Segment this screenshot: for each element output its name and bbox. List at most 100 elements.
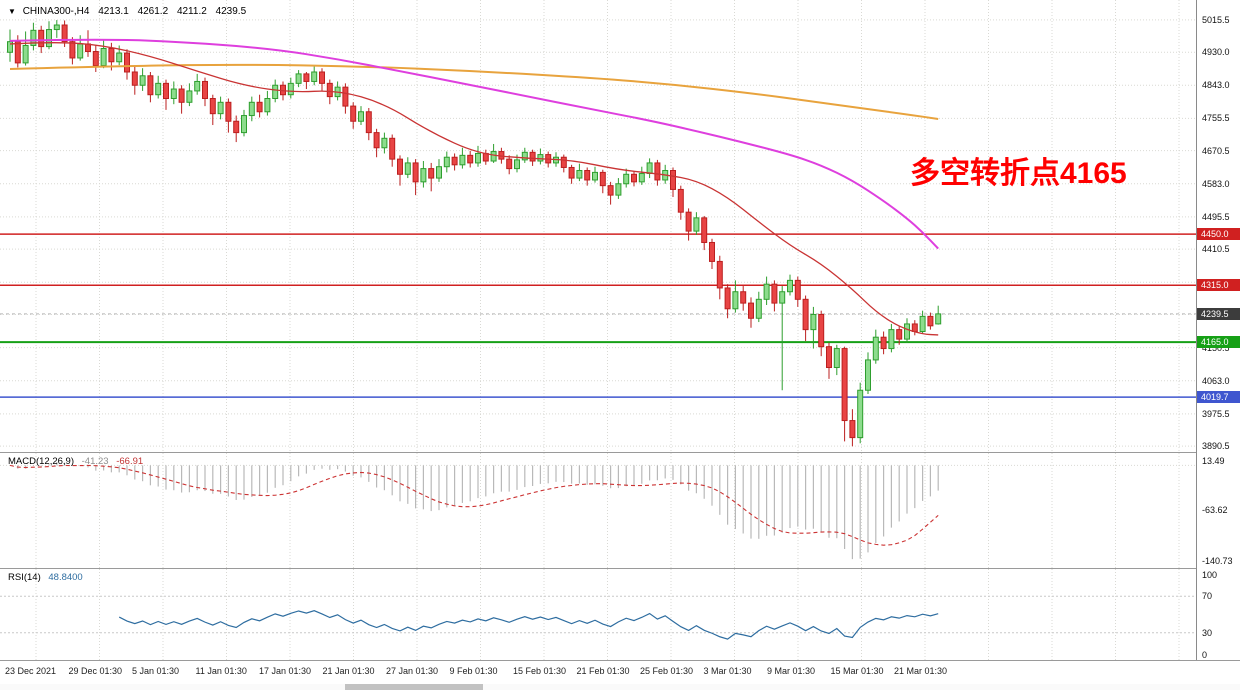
annotation-text[interactable]: 多空转折点4165 [910,157,1127,190]
candle-body [38,29,45,48]
candle-body [170,88,177,100]
candle-body [233,120,240,134]
candle-body [638,173,645,183]
symbol-period-label: CHINA300-,H4 [22,6,90,17]
candle-body [22,44,29,64]
candle-body [631,173,637,183]
candle-body [350,105,357,122]
x-axis-label: 21 Jan 01:30 [322,666,375,676]
candle-body [342,86,349,107]
candle-body [194,80,201,92]
price-axis[interactable]: 5015.5 4930.0 4843.0 4755.5 4670.5 4583.0 4495… [1196,0,1240,660]
candle-body [732,291,739,310]
x-axis-label: 25 Feb 01:30 [640,666,694,676]
macd-panel[interactable] [0,453,1196,568]
h-scrollbar-thumb[interactable] [345,684,483,690]
candle-body [841,348,848,422]
macd-label-row: MACD(12,26,9) -41.23 -66.91 [8,456,148,467]
price-label-4315.0: 4315.0 [1197,279,1240,292]
candle-body [14,41,21,64]
rsi-panel[interactable] [0,569,1196,660]
candle-body [888,329,895,350]
macd-scale-tick: 13.49 [1202,456,1225,466]
h-scrollbar-track[interactable] [0,684,1240,690]
candle-body [826,346,832,369]
time-axis[interactable]: 23 Dec 2021 29 Dec 01:30 5 Jan 01:30 11 Jan… [0,661,1240,683]
ma_slow-line[interactable] [9,63,939,120]
candle-body [30,29,37,46]
close-value: 4239.5 [215,6,247,17]
candle-body [303,73,310,82]
macd-scale-tick: -140.73 [1202,556,1233,566]
candle-body [365,111,372,134]
rsi-line[interactable] [118,610,939,640]
candle-body [46,29,52,48]
ma_fast-line[interactable] [9,42,939,336]
candle-body [818,313,825,348]
candle-body [155,82,162,96]
candle-body [896,329,903,340]
candle-body [53,24,60,31]
candle-body [451,156,458,166]
price-tick: 5015.5 [1202,14,1230,25]
candle-body [459,154,466,166]
candle-body [61,24,68,43]
x-axis-label: 21 Feb 01:30 [576,666,630,676]
candle-body [685,211,692,232]
candle-body [256,101,263,113]
rsi-scale-tick: 70 [1202,591,1213,601]
candle-body [701,217,708,243]
candle-body [794,279,801,300]
candle-body [592,171,598,181]
x-axis-label: 5 Jan 01:30 [132,666,180,676]
main-chart-area[interactable] [0,0,1196,452]
macd-signal-line[interactable] [9,464,939,546]
candle-body [404,162,411,175]
candle-body [646,162,653,175]
x-axis-label: 21 Mar 01:30 [894,666,948,676]
candle-body [693,217,700,232]
candle-body [584,169,591,181]
candle-body [740,291,747,304]
price-label-4450.0: 4450.0 [1197,228,1240,241]
candle-body [147,75,154,96]
candle-body [100,47,107,67]
candle-body [116,52,123,63]
price-label-4165.0: 4165.0 [1197,336,1240,349]
candle-body [319,71,325,84]
x-axis-label: 27 Jan 01:30 [386,666,439,676]
candle-body [880,336,887,350]
candle-body [467,154,474,164]
chart-header: ▼ CHINA300-,H4 4213.1 4261.2 4211.2 4239… [8,6,252,17]
price-tick: 4930.0 [1202,47,1230,58]
ma_mid-line[interactable] [9,38,939,250]
candle-body [92,51,99,67]
candle-body [272,84,279,100]
candle-body [139,75,146,86]
current-price-label: 4239.5 [1197,307,1240,320]
candle-body [529,151,536,162]
panel-separator [0,452,1240,453]
price-tick: 3975.5 [1202,408,1230,419]
rsi-label-row: RSI(14) 48.8400 [8,572,88,583]
candle-body [904,323,910,340]
candle-body [311,71,318,82]
macd-scale-tick: -63.62 [1202,505,1228,515]
chart-menu-icon[interactable]: ▼ [8,7,16,16]
candle-body [412,162,419,183]
candle-body [209,98,216,115]
candle-body [241,115,247,134]
candle-body [779,291,786,304]
price-label-4019.7: 4019.7 [1197,391,1240,404]
candle-body [264,98,271,113]
candle-body [927,315,934,327]
candle-body [514,159,520,170]
candle-body [521,151,528,161]
candle-body [443,156,450,168]
candle-body [77,43,84,59]
rsi-scale-tick: 100 [1202,570,1218,580]
candle-body [490,151,497,162]
rsi-scale-tick: 0 [1202,650,1208,660]
candle-body [163,82,169,100]
